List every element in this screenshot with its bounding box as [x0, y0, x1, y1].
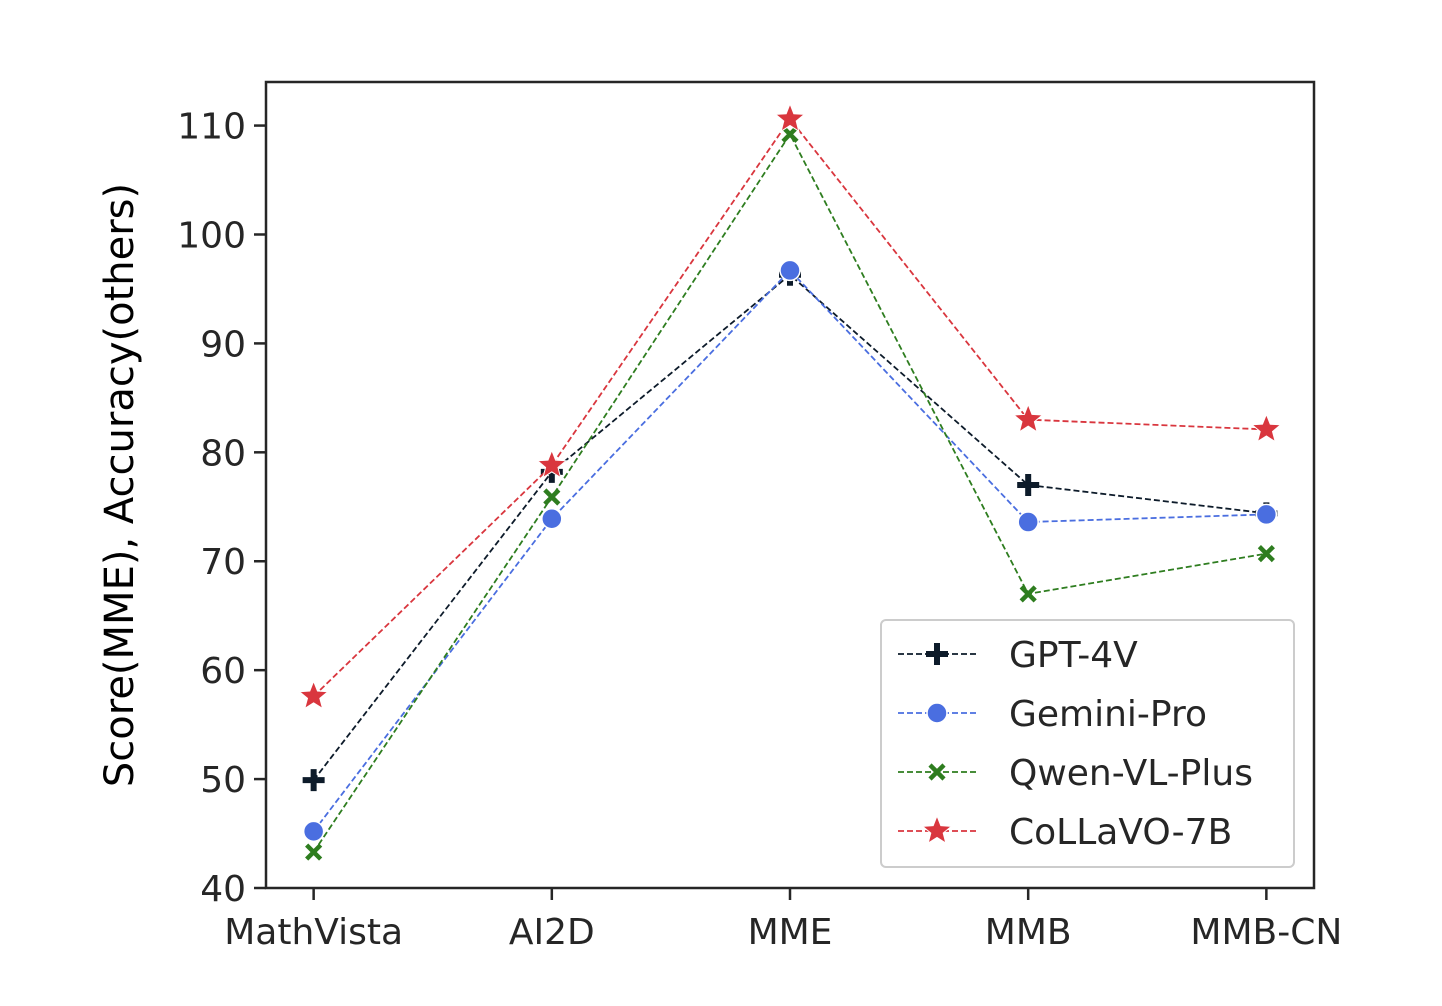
x-marker: [1019, 585, 1037, 603]
x-tick-label: MMB: [985, 912, 1072, 953]
circle-icon: [779, 259, 801, 282]
plus-icon: [926, 643, 948, 665]
legend-label: GPT-4V: [1009, 635, 1138, 676]
star-icon: [921, 814, 953, 845]
legend-label: CoLLaVO-7B: [1009, 812, 1232, 853]
star-marker: [1012, 403, 1044, 433]
x-icon: [1019, 585, 1037, 603]
circle-icon: [541, 508, 563, 530]
x-icon: [543, 488, 561, 506]
legend-label: Gemini-Pro: [1009, 694, 1207, 735]
x-tick-label: MathVista: [224, 912, 403, 953]
y-tick-label: 80: [200, 433, 246, 474]
plus-marker: [1017, 474, 1040, 496]
x-marker: [543, 488, 561, 506]
plus-icon: [1017, 474, 1040, 496]
x-marker: [928, 763, 946, 781]
legend-box: [880, 619, 1295, 868]
star-marker: [298, 679, 330, 710]
series-lines: [298, 102, 1282, 861]
star-marker: [536, 449, 568, 479]
circle-marker: [1017, 511, 1039, 533]
star-icon: [1250, 413, 1282, 443]
circle-icon: [1017, 511, 1039, 533]
star-icon: [298, 679, 330, 710]
axes: 40 50 60 70 80 90 100 110 MathVista AI2D MME MMB MMB…: [177, 80, 1342, 953]
y-tick-label: 110: [177, 107, 246, 148]
plus-icon: [302, 769, 325, 792]
x-icon: [1257, 545, 1275, 563]
x-icon: [781, 125, 799, 143]
circle-icon: [926, 702, 948, 724]
x-icon: [928, 763, 946, 781]
star-marker: [921, 814, 953, 845]
star-marker: [774, 102, 806, 133]
plus-marker: [926, 643, 948, 665]
y-tick-label: 90: [200, 324, 246, 365]
series-line-Gemini-Pro: [312, 269, 1267, 832]
star-marker: [1250, 413, 1282, 443]
y-axis-label: Score(MME), Accuracy(others): [97, 183, 143, 787]
circle-marker: [541, 508, 563, 530]
legend: GPT-4V Gemini-Pro Qwen-VL-Plus CoLLaVO-7B: [880, 619, 1295, 868]
x-tick-label: AI2D: [509, 912, 595, 953]
y-tick-label: 60: [200, 651, 246, 692]
plus-marker: [302, 769, 325, 792]
circle-icon: [302, 820, 325, 843]
y-tick-label: 40: [200, 869, 246, 910]
legend-label: Qwen-VL-Plus: [1009, 753, 1253, 794]
x-marker: [305, 843, 323, 861]
series-line-Qwen-VL-Plus: [312, 132, 1267, 853]
circle-marker: [926, 702, 948, 724]
star-icon: [536, 449, 568, 479]
circle-icon: [1255, 503, 1278, 526]
x-icon: [305, 843, 323, 861]
x-tick-label: MMB-CN: [1190, 912, 1342, 953]
y-tick-label: 100: [177, 215, 246, 256]
circle-marker: [1255, 503, 1278, 526]
y-tick-label: 50: [200, 760, 246, 801]
x-marker: [1257, 545, 1275, 563]
series-line-CoLLaVO-7B: [313, 117, 1267, 697]
star-icon: [774, 102, 806, 133]
x-tick-label: MME: [748, 912, 833, 953]
star-icon: [1012, 403, 1044, 433]
x-marker: [781, 125, 799, 143]
circle-marker: [302, 820, 325, 843]
circle-marker: [779, 259, 801, 282]
y-tick-label: 70: [200, 542, 246, 583]
